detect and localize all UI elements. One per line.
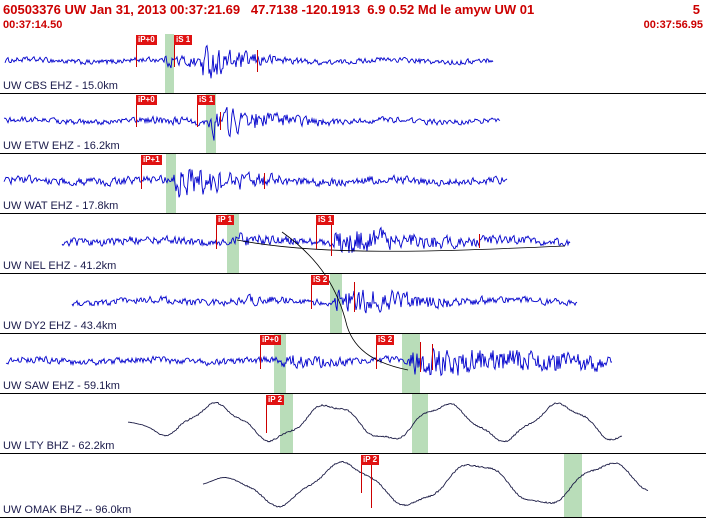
waveform[interactable] xyxy=(0,454,706,518)
trace-row[interactable]: iP 2 UW LTY BHZ - 62.2km xyxy=(0,394,706,454)
pick-flag[interactable]: iS 1 xyxy=(174,35,193,45)
pick-time-marker[interactable] xyxy=(371,462,372,508)
waveform[interactable] xyxy=(0,394,706,454)
trace-row[interactable]: iP 2 UW OMAK BHZ -- 96.0km xyxy=(0,454,706,518)
pick-uncertainty-band xyxy=(227,214,239,273)
pick-uncertainty-band xyxy=(166,154,176,213)
pick-time-marker[interactable] xyxy=(257,50,258,72)
pick-time-marker[interactable] xyxy=(331,220,332,256)
pick-time-marker[interactable] xyxy=(479,234,480,248)
pick-flag-line xyxy=(266,405,267,433)
pick-flag-line xyxy=(136,45,137,67)
pick-time-marker[interactable] xyxy=(264,173,265,189)
trace-row[interactable]: iP+1 UW WAT EHZ - 17.8km xyxy=(0,154,706,214)
pick-time-marker[interactable] xyxy=(220,112,221,130)
pick-flag[interactable]: iP 2 xyxy=(266,395,285,405)
pick-flag[interactable]: iP+1 xyxy=(141,155,162,165)
trace-label: UW DY2 EHZ - 43.4km xyxy=(3,320,117,332)
trace-label: UW ETW EHZ - 16.2km xyxy=(3,140,120,152)
pick-flag-line xyxy=(361,465,362,493)
trace-row[interactable]: iP 1 iS 1 UW NEL EHZ - 41.2km xyxy=(0,214,706,274)
trace-label: UW WAT EHZ - 17.8km xyxy=(3,200,119,212)
pick-time-marker[interactable] xyxy=(420,342,421,372)
pick-flag[interactable]: iS 2 xyxy=(376,335,395,345)
window-start-time: 00:37:14.50 xyxy=(3,19,63,31)
event-info: 60503376 UW Jan 31, 2013 00:37:21.69 47.… xyxy=(3,1,535,17)
waveform[interactable] xyxy=(0,154,706,214)
pick-flag[interactable]: iS 1 xyxy=(316,215,335,225)
trace-page-indicator: 5 xyxy=(692,1,700,17)
pick-flag-line xyxy=(376,345,377,369)
trace-label: UW LTY BHZ - 62.2km xyxy=(3,440,115,452)
pick-uncertainty-band xyxy=(280,394,293,453)
pick-flag[interactable]: iP 1 xyxy=(216,215,235,225)
trace-row[interactable]: iP+0 iS 2 UW SAW EHZ - 59.1km xyxy=(0,334,706,394)
pick-uncertainty-band xyxy=(564,454,582,517)
trace-row[interactable]: iP+0 iS 1 UW CBS EHZ - 15.0km xyxy=(0,34,706,94)
pick-flag[interactable]: iP+0 xyxy=(260,335,281,345)
trace-area[interactable]: iP+0 iS 1 UW CBS EHZ - 15.0km iP+0 iS 1 UW ET… xyxy=(0,34,706,518)
pick-flag[interactable]: iS 1 xyxy=(197,95,216,105)
event-header: 60503376 UW Jan 31, 2013 00:37:21.69 47.… xyxy=(0,0,706,18)
pick-flag[interactable]: iS 2 xyxy=(311,275,330,285)
pick-flag-line xyxy=(216,225,217,249)
trace-label: UW OMAK BHZ -- 96.0km xyxy=(3,504,132,516)
trace-row[interactable]: iP+0 iS 1 UW ETW EHZ - 16.2km xyxy=(0,94,706,154)
trace-label: UW CBS EHZ - 15.0km xyxy=(3,80,118,92)
window-end-time: 00:37:56.95 xyxy=(643,19,703,31)
trace-row[interactable]: iS 2 UW DY2 EHZ - 43.4km xyxy=(0,274,706,334)
waveform[interactable] xyxy=(0,34,706,94)
waveform[interactable] xyxy=(0,94,706,154)
pick-flag[interactable]: iP+0 xyxy=(136,95,157,105)
pick-flag[interactable]: iP+0 xyxy=(136,35,157,45)
trace-label: UW SAW EHZ - 59.1km xyxy=(3,380,120,392)
pick-flag-line xyxy=(197,105,198,127)
time-window-bar: 00:37:14.50 00:37:56.95 xyxy=(0,18,706,34)
pick-uncertainty-band xyxy=(165,34,174,93)
pick-flag-line xyxy=(174,45,175,67)
pick-flag-line xyxy=(311,285,312,309)
pick-flag-line xyxy=(316,225,317,249)
pick-flag-line xyxy=(136,105,137,127)
pick-time-marker[interactable] xyxy=(432,344,433,370)
pick-flag-line xyxy=(141,165,142,189)
pick-uncertainty-band xyxy=(412,394,428,453)
pick-time-marker[interactable] xyxy=(354,282,355,312)
pick-flag-line xyxy=(260,345,261,369)
trace-label: UW NEL EHZ - 41.2km xyxy=(3,260,117,272)
pick-flag[interactable]: iP 2 xyxy=(361,455,380,465)
